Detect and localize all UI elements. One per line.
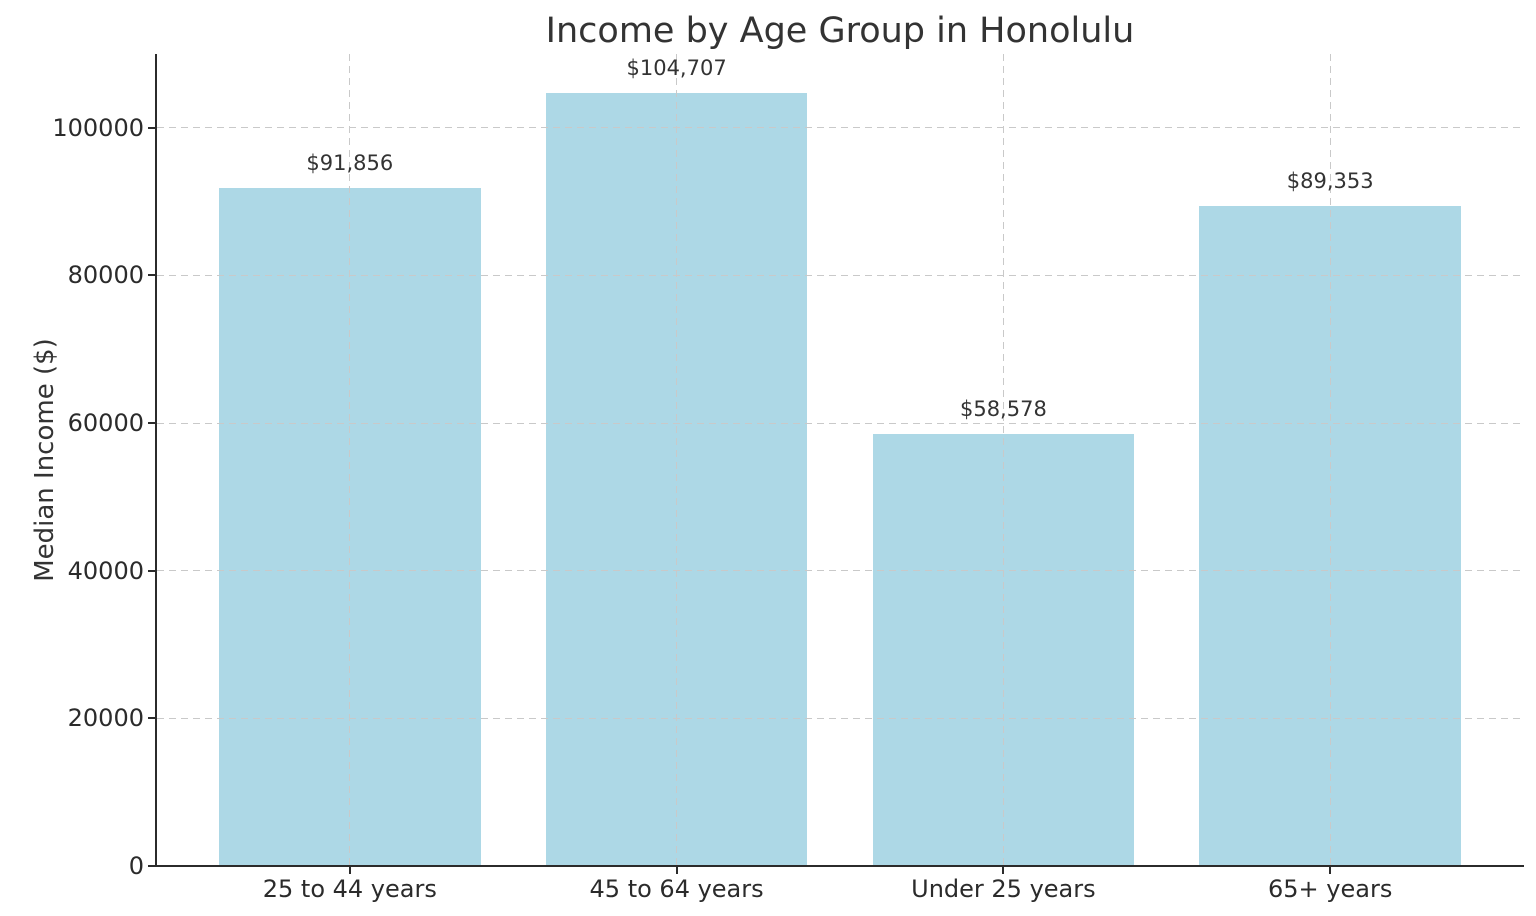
x-tick-mark [1329,866,1332,874]
x-tick-mark [675,866,678,874]
x-axis-spine [155,865,1524,867]
vertical-gridline [1329,54,1331,866]
bar-value-label: $89,353 [1286,169,1374,194]
bar-value-label: $104,707 [626,56,727,81]
y-axis-spine [155,54,157,867]
y-tick-label: 60000 [67,409,144,438]
y-tick-label: 100000 [52,113,144,142]
chart-title: Income by Age Group in Honolulu [545,11,1135,51]
x-tick-label: 25 to 44 years [262,875,437,903]
vertical-gridline [676,54,678,866]
bar-value-label: $58,578 [959,396,1047,421]
y-tick-mark [148,274,156,277]
horizontal-gridline [157,717,1523,719]
horizontal-gridline [157,422,1523,424]
y-tick-mark [148,865,156,867]
x-tick-mark [1002,866,1005,874]
x-tick-label: Under 25 years [911,875,1096,903]
y-tick-mark [148,126,156,129]
y-tick-mark [148,717,156,720]
x-tick-mark [348,866,351,874]
y-tick-label: 80000 [67,261,144,290]
y-tick-mark [148,569,156,572]
y-tick-label: 20000 [67,704,144,733]
horizontal-gridline [157,127,1523,129]
vertical-gridline [349,54,351,866]
x-tick-label: 65+ years [1268,875,1393,903]
horizontal-gridline [157,570,1523,572]
horizontal-gridline [157,274,1523,276]
y-tick-label: 0 [128,852,144,880]
y-tick-mark [148,422,156,425]
bar-value-label: $91,856 [306,150,394,175]
x-tick-label: 45 to 64 years [589,875,764,903]
y-axis-label-text: Median Income ($) [30,338,60,582]
plot-area: $91,856 $104,707 $58,578 $89,353 [157,54,1523,866]
y-tick-label: 40000 [67,556,144,585]
vertical-gridline [1002,54,1004,866]
